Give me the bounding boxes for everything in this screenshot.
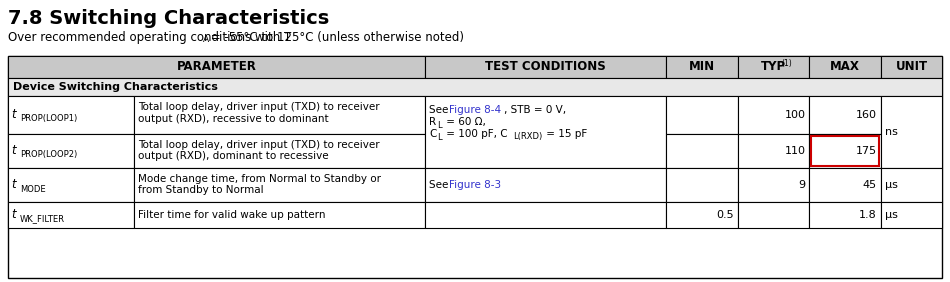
- Text: output (RXD), dominant to recessive: output (RXD), dominant to recessive: [139, 151, 329, 161]
- Text: Figure 8-3: Figure 8-3: [449, 180, 502, 190]
- Text: output (RXD), recessive to dominant: output (RXD), recessive to dominant: [139, 114, 329, 124]
- Text: See: See: [429, 180, 452, 190]
- Text: L: L: [437, 120, 442, 129]
- Text: L: L: [437, 133, 442, 142]
- Text: UNIT: UNIT: [896, 61, 927, 74]
- Text: 110: 110: [785, 146, 806, 156]
- Bar: [666, 134, 737, 168]
- Bar: [881, 202, 942, 228]
- Text: = 60 Ω,: = 60 Ω,: [444, 117, 486, 127]
- Text: 0.5: 0.5: [716, 210, 733, 220]
- Text: A: A: [202, 35, 209, 44]
- Text: L(RXD): L(RXD): [513, 133, 542, 142]
- Bar: [8, 56, 426, 78]
- Text: from Standby to Normal: from Standby to Normal: [139, 185, 264, 195]
- Text: Figure 8-4: Figure 8-4: [449, 105, 502, 115]
- Bar: [8, 134, 134, 168]
- Bar: [881, 168, 942, 202]
- Bar: [811, 136, 879, 166]
- Text: , STB = 0 V,: , STB = 0 V,: [504, 105, 566, 115]
- Text: t: t: [11, 208, 15, 221]
- Text: 175: 175: [856, 146, 877, 156]
- Text: PARAMETER: PARAMETER: [177, 61, 256, 74]
- Bar: [426, 96, 666, 168]
- Text: 160: 160: [856, 110, 877, 120]
- Bar: [881, 56, 942, 78]
- Text: ns: ns: [885, 127, 898, 137]
- Text: TYP: TYP: [761, 61, 786, 74]
- Bar: [666, 202, 737, 228]
- Bar: [737, 202, 809, 228]
- Text: t: t: [11, 179, 15, 191]
- Bar: [8, 78, 942, 96]
- Text: t: t: [11, 144, 15, 158]
- Text: = 15 pF: = 15 pF: [543, 129, 587, 139]
- Text: 1.8: 1.8: [859, 210, 877, 220]
- Bar: [666, 56, 737, 78]
- Bar: [809, 56, 881, 78]
- Bar: [737, 134, 809, 168]
- Text: MAX: MAX: [830, 61, 860, 74]
- Bar: [737, 56, 809, 78]
- Text: MODE: MODE: [20, 184, 46, 193]
- Bar: [8, 56, 942, 278]
- Text: 7.8 Switching Characteristics: 7.8 Switching Characteristics: [8, 8, 330, 28]
- Text: 45: 45: [863, 180, 877, 190]
- Text: μs: μs: [885, 180, 898, 190]
- Text: Over recommended operating conditions with T: Over recommended operating conditions wi…: [8, 32, 292, 45]
- Text: WK_FILTER: WK_FILTER: [20, 215, 65, 224]
- Bar: [737, 168, 809, 202]
- Bar: [134, 168, 426, 202]
- Text: Device Switching Characteristics: Device Switching Characteristics: [13, 82, 218, 92]
- Bar: [666, 96, 737, 134]
- Text: TEST CONDITIONS: TEST CONDITIONS: [485, 61, 606, 74]
- Text: MIN: MIN: [689, 61, 715, 74]
- Bar: [426, 202, 666, 228]
- Text: = 100 pF, C: = 100 pF, C: [444, 129, 508, 139]
- Bar: [8, 96, 134, 134]
- Text: Total loop delay, driver input (TXD) to receiver: Total loop delay, driver input (TXD) to …: [139, 102, 380, 112]
- Text: C: C: [429, 129, 437, 139]
- Text: μs: μs: [885, 210, 898, 220]
- Bar: [666, 168, 737, 202]
- Bar: [809, 168, 881, 202]
- Bar: [134, 202, 426, 228]
- Text: PROP(LOOP2): PROP(LOOP2): [20, 151, 77, 160]
- Bar: [134, 134, 426, 168]
- Bar: [881, 96, 942, 168]
- Text: Filter time for valid wake up pattern: Filter time for valid wake up pattern: [139, 210, 326, 220]
- Text: (1): (1): [782, 59, 792, 68]
- Bar: [809, 202, 881, 228]
- Bar: [8, 168, 134, 202]
- Bar: [809, 134, 881, 168]
- Text: See: See: [429, 105, 452, 115]
- Bar: [426, 168, 666, 202]
- Bar: [809, 96, 881, 134]
- Bar: [134, 96, 426, 134]
- Text: 9: 9: [798, 180, 806, 190]
- Text: 100: 100: [785, 110, 806, 120]
- Text: Total loop delay, driver input (TXD) to receiver: Total loop delay, driver input (TXD) to …: [139, 140, 380, 150]
- Text: PROP(LOOP1): PROP(LOOP1): [20, 114, 77, 124]
- Bar: [8, 202, 134, 228]
- Text: t: t: [11, 109, 15, 122]
- Text: Mode change time, from Normal to Standby or: Mode change time, from Normal to Standby…: [139, 174, 381, 184]
- Text: = -55°C to 125°C (unless otherwise noted): = -55°C to 125°C (unless otherwise noted…: [207, 32, 464, 45]
- Bar: [426, 56, 666, 78]
- Text: R: R: [429, 117, 436, 127]
- Bar: [737, 96, 809, 134]
